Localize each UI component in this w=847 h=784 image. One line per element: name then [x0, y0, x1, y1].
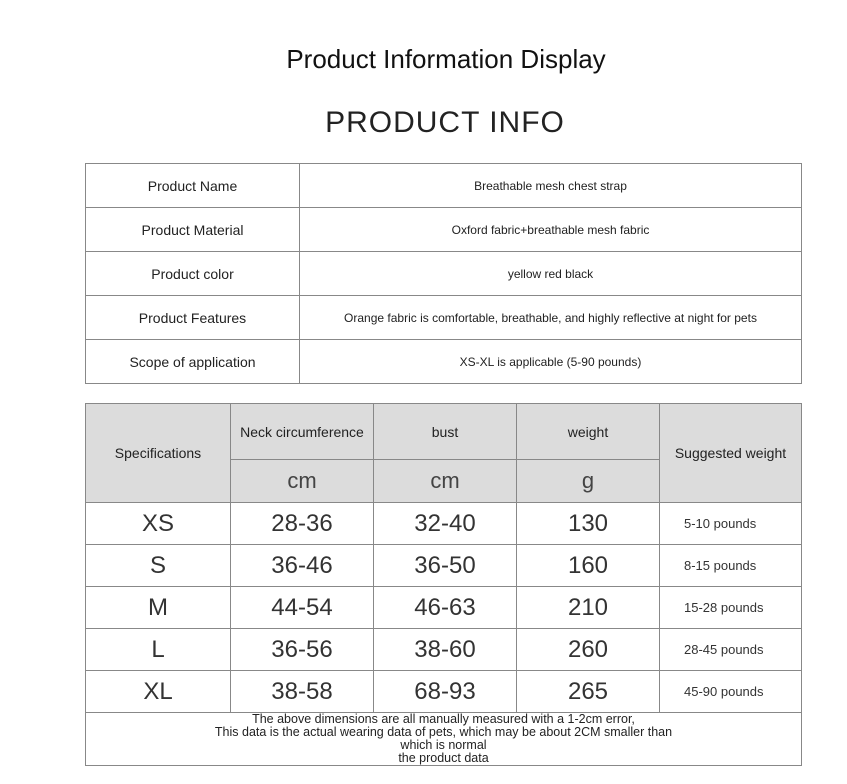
info-label: Scope of application	[85, 339, 300, 384]
cell-bust: 32-40	[373, 502, 517, 545]
cell-suggested: 15-28 pounds	[659, 586, 802, 629]
unit-weight: g	[516, 459, 660, 503]
info-value: Breathable mesh chest strap	[299, 163, 802, 208]
note-line: This data is the actual wearing data of …	[214, 725, 673, 739]
header-bust: bust	[373, 403, 517, 460]
info-label: Product Name	[85, 163, 300, 208]
cell-size: S	[85, 544, 231, 587]
cell-bust: 36-50	[373, 544, 517, 587]
info-value: Oxford fabric+breathable mesh fabric	[299, 207, 802, 252]
size-table: Specifications Neck circumference bust w…	[85, 403, 802, 766]
cell-size: XL	[85, 670, 231, 713]
cell-bust: 68-93	[373, 670, 517, 713]
page-title: Product Information Display	[286, 44, 606, 74]
note-line: the product data	[398, 751, 489, 765]
unit-bust: cm	[373, 459, 517, 503]
cell-size: XS	[85, 502, 231, 545]
note: The above dimensions are all manually me…	[85, 712, 802, 766]
cell-neck: 36-46	[230, 544, 374, 587]
cell-neck: 44-54	[230, 586, 374, 629]
cell-neck: 36-56	[230, 628, 374, 671]
cell-weight: 260	[516, 628, 660, 671]
header-weight: weight	[516, 403, 660, 460]
cell-weight: 265	[516, 670, 660, 713]
size-row: XL 38-58 68-93 265 45-90 pounds	[85, 670, 802, 713]
header-suggested: Suggested weight	[659, 403, 802, 503]
cell-size: M	[85, 586, 231, 629]
cell-weight: 130	[516, 502, 660, 545]
info-row: Scope of application XS-XL is applicable …	[85, 339, 802, 384]
header-spec: Specifications	[85, 403, 231, 503]
size-row: S 36-46 36-50 160 8-15 pounds	[85, 544, 802, 587]
section-title: PRODUCT INFO	[325, 106, 565, 139]
note-line: which is normal	[400, 738, 487, 752]
info-label: Product Material	[85, 207, 300, 252]
info-row: Product color yellow red black	[85, 251, 802, 296]
header-neck: Neck circumference	[230, 403, 374, 460]
cell-suggested: 28-45 pounds	[659, 628, 802, 671]
cell-neck: 28-36	[230, 502, 374, 545]
note-line: The above dimensions are all manually me…	[252, 712, 635, 726]
info-row: Product Material Oxford fabric+breathable…	[85, 207, 802, 252]
info-row: Product Name Breathable mesh chest strap	[85, 163, 802, 208]
info-value: yellow red black	[299, 251, 802, 296]
cell-suggested: 5-10 pounds	[659, 502, 802, 545]
size-row: L 36-56 38-60 260 28-45 pounds	[85, 628, 802, 671]
product-info-table: Product Name Breathable mesh chest strap P…	[85, 163, 802, 384]
size-row: M 44-54 46-63 210 15-28 pounds	[85, 586, 802, 629]
cell-weight: 160	[516, 544, 660, 587]
cell-bust: 38-60	[373, 628, 517, 671]
cell-bust: 46-63	[373, 586, 517, 629]
unit-neck: cm	[230, 459, 374, 503]
size-row: XS 28-36 32-40 130 5-10 pounds	[85, 502, 802, 545]
cell-size: L	[85, 628, 231, 671]
cell-neck: 38-58	[230, 670, 374, 713]
cell-suggested: 8-15 pounds	[659, 544, 802, 587]
info-value: XS-XL is applicable (5-90 pounds)	[299, 339, 802, 384]
cell-weight: 210	[516, 586, 660, 629]
info-value: Orange fabric is comfortable, breathable…	[299, 295, 802, 340]
cell-suggested: 45-90 pounds	[659, 670, 802, 713]
info-row: Product Features Orange fabric is comfort…	[85, 295, 802, 340]
info-label: Product Features	[85, 295, 300, 340]
info-label: Product color	[85, 251, 300, 296]
